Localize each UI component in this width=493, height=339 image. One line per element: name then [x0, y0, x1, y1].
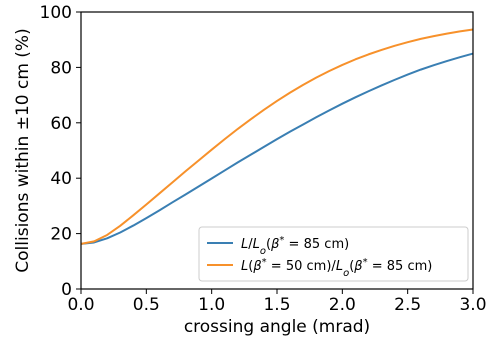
- legend-box: [198, 226, 469, 282]
- series-line-2: [80, 28, 474, 245]
- legend-label-1: L/Lo(β* = 85 cm): [241, 235, 349, 257]
- x-axis: 0.0 0.5 1.0 1.5 2.0 2.5 3.0: [67, 289, 487, 315]
- y-axis: 0 20 40 60 80 100: [40, 3, 81, 300]
- y-tick-label: 80: [50, 58, 72, 78]
- y-tick-label: 100: [40, 3, 72, 23]
- y-tick-label: 40: [50, 169, 72, 189]
- y-tick-label: 0: [61, 280, 72, 300]
- plot-series: [80, 28, 474, 245]
- y-axis-title: Collisions within ±10 cm (%): [13, 28, 33, 272]
- x-tick-label: 0.0: [67, 295, 94, 315]
- x-tick-label: 1.5: [263, 295, 290, 315]
- x-tick-label: 0.5: [133, 295, 160, 315]
- legend: L/Lo(β* = 85 cm)L(β* = 50 cm)/Lo(β* = 85…: [198, 226, 469, 282]
- series-line-1: [80, 52, 474, 245]
- x-tick-label: 1.0: [198, 295, 225, 315]
- x-tick-label: 2.0: [329, 295, 356, 315]
- x-axis-title: crossing angle (mrad): [184, 317, 370, 337]
- y-tick-label: 20: [50, 225, 72, 245]
- legend-label-2: L(β* = 50 cm)/Lo(β* = 85 cm): [241, 257, 432, 279]
- x-tick-label: 3.0: [459, 295, 486, 315]
- x-tick-label: 2.5: [394, 295, 421, 315]
- y-tick-label: 60: [50, 114, 72, 134]
